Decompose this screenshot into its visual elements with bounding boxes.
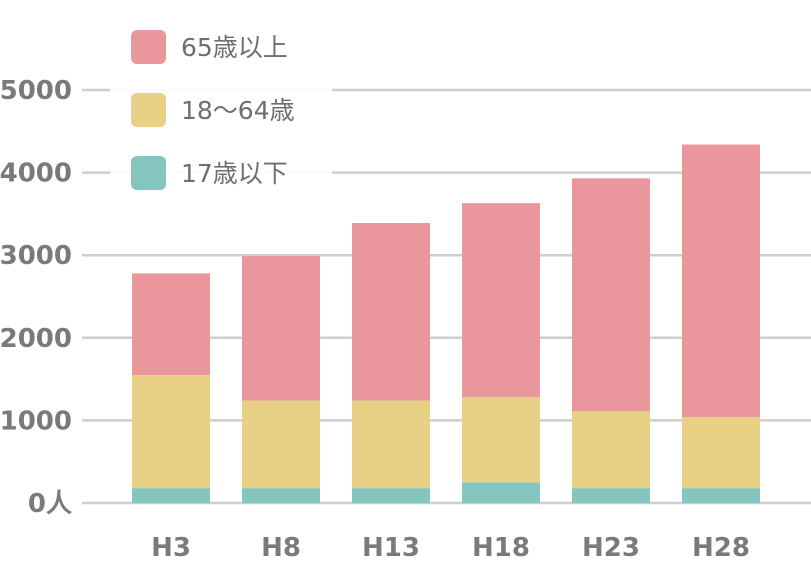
bar-segment — [462, 482, 540, 503]
bar-segment — [682, 417, 760, 489]
x-axis-ticks: H3 H8 H13 H18 H23 H28 — [151, 533, 750, 563]
legend-label: 65歳以上 — [181, 33, 288, 62]
bar-segment — [462, 203, 540, 398]
legend-swatch — [131, 93, 166, 127]
bar-segment — [682, 488, 760, 503]
x-tick-label: H13 — [362, 533, 420, 563]
bar-segment — [572, 488, 650, 503]
bar-segment — [352, 488, 430, 503]
legend-background — [110, 18, 332, 202]
bar-segment — [572, 411, 650, 489]
x-tick-label: H8 — [261, 533, 301, 563]
bar-segment — [352, 222, 430, 401]
x-tick-label: H18 — [472, 533, 530, 563]
legend-swatch — [131, 30, 166, 64]
y-tick-label: 2000 — [0, 324, 72, 354]
bar-segment — [462, 397, 540, 483]
y-tick-label: 3000 — [0, 241, 72, 271]
bar-segment — [132, 374, 210, 489]
bar-segment — [132, 488, 210, 503]
legend-label: 17歳以下 — [181, 159, 288, 188]
bar-segment — [242, 256, 320, 401]
y-tick-label: 4000 — [0, 159, 72, 189]
bar-segment — [132, 273, 210, 375]
x-tick-label: H23 — [582, 533, 640, 563]
bar-segment — [242, 488, 320, 503]
legend: 65歳以上 18〜64歳 17歳以下 — [110, 18, 332, 202]
bar-segment — [242, 400, 320, 489]
legend-swatch — [131, 156, 166, 190]
x-tick-label: H28 — [692, 533, 750, 563]
y-axis-ticks: 0人 1000 2000 3000 4000 5000 — [0, 76, 72, 519]
y-tick-label: 1000 — [0, 406, 72, 436]
legend-item: 18〜64歳 — [131, 93, 295, 127]
bar-segment — [352, 400, 430, 489]
x-tick-label: H3 — [151, 533, 191, 563]
legend-item: 17歳以下 — [131, 156, 288, 190]
legend-label: 18〜64歳 — [181, 96, 295, 125]
legend-item: 65歳以上 — [131, 30, 288, 64]
bar-segment — [682, 144, 760, 418]
y-tick-label: 5000 — [0, 76, 72, 106]
bars — [132, 144, 760, 503]
bar-segment — [572, 178, 650, 412]
y-tick-label: 0人 — [28, 489, 72, 519]
